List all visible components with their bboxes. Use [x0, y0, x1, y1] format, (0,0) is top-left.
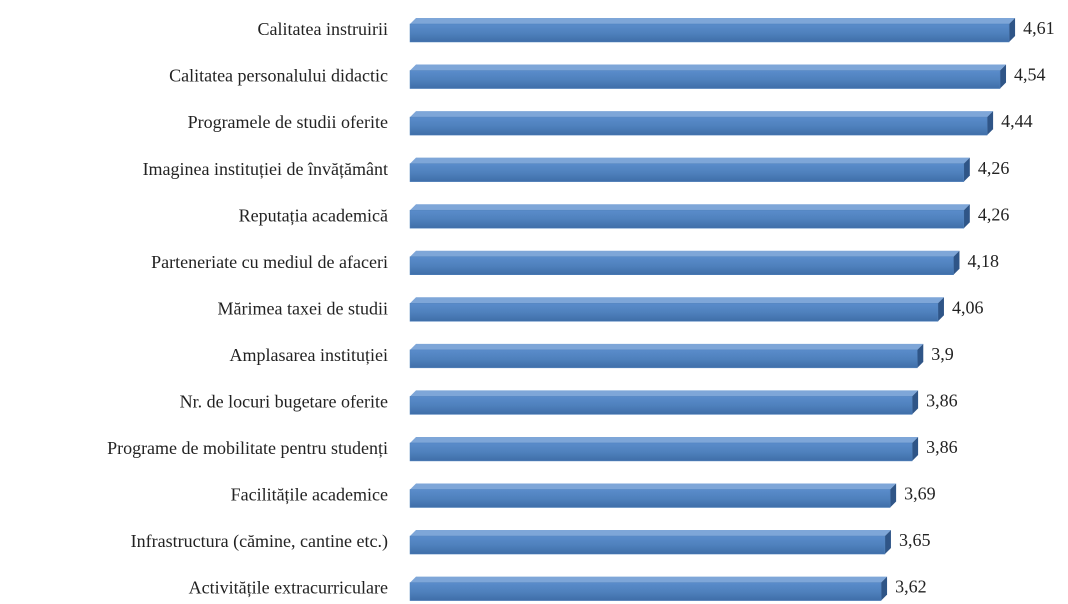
bar	[409, 349, 918, 369]
bar-top	[410, 436, 919, 443]
category-label: Mărimea taxei de studii	[218, 298, 388, 318]
bar-side	[1009, 18, 1016, 42]
value-label: 3,9	[931, 344, 954, 364]
bar	[409, 535, 886, 555]
bar-top	[410, 204, 970, 211]
bar-side	[953, 250, 960, 275]
category-label: Imaginea instituției de învățământ	[143, 159, 388, 179]
value-label: 4,06	[952, 297, 984, 317]
value-label: 3,86	[926, 437, 958, 457]
category-label: Parteneriate cu mediul de afaceri	[151, 252, 388, 272]
bar-side	[963, 157, 970, 182]
value-label: 4,44	[1001, 111, 1033, 131]
bar-top	[410, 250, 960, 257]
bar	[409, 442, 913, 462]
bar	[409, 489, 891, 508]
bar	[409, 209, 965, 229]
value-label: 4,61	[1023, 18, 1055, 38]
category-label: Programele de studii oferite	[188, 112, 388, 132]
bar-top	[410, 390, 919, 397]
bar	[409, 23, 1010, 43]
bar-top	[410, 530, 891, 537]
category-label: Programe de mobilitate pentru studenți	[107, 438, 388, 458]
value-label: 3,69	[904, 484, 936, 504]
bar-side	[912, 436, 919, 461]
bar-top	[410, 297, 944, 304]
bar-top	[410, 157, 970, 164]
bar	[409, 256, 954, 275]
value-label: 3,65	[899, 530, 931, 550]
category-label: Amplasarea instituției	[230, 345, 388, 365]
bar-side	[937, 297, 944, 322]
bar	[409, 70, 1001, 89]
category-label: Reputația academică	[239, 205, 388, 225]
bar-top	[410, 343, 924, 350]
category-label: Nr. de locuri bugetare oferite	[180, 392, 388, 412]
bar-side	[884, 530, 891, 555]
category-label: Calitatea personalului didactic	[169, 66, 388, 86]
value-label: 3,86	[926, 391, 958, 411]
bar	[409, 396, 913, 415]
bar-side	[963, 204, 970, 229]
bar-top	[410, 576, 888, 583]
bar-side	[881, 576, 888, 601]
bar-side	[987, 111, 994, 136]
bar-top	[410, 18, 1016, 24]
bar	[409, 303, 939, 322]
bar	[409, 116, 988, 136]
bar-top	[410, 483, 897, 490]
value-label: 3,62	[895, 577, 927, 597]
category-label: Facilitățile academice	[231, 485, 388, 505]
bar-top	[410, 111, 994, 118]
bar-side	[912, 390, 919, 415]
category-label: Calitatea instruirii	[258, 19, 388, 39]
value-label: 4,54	[1014, 65, 1046, 85]
value-label: 4,26	[978, 158, 1010, 178]
bar-side	[1000, 64, 1007, 89]
value-label: 4,26	[978, 204, 1010, 224]
category-label: Infrastructura (cămine, cantine etc.)	[131, 531, 388, 552]
value-label: 4,18	[967, 251, 999, 271]
bar	[409, 582, 882, 601]
category-label: Activitățile extracurriculare	[189, 578, 388, 598]
bar-side	[890, 483, 897, 508]
bar	[409, 163, 965, 182]
bar-top	[410, 64, 1007, 71]
bar-side	[917, 343, 924, 368]
